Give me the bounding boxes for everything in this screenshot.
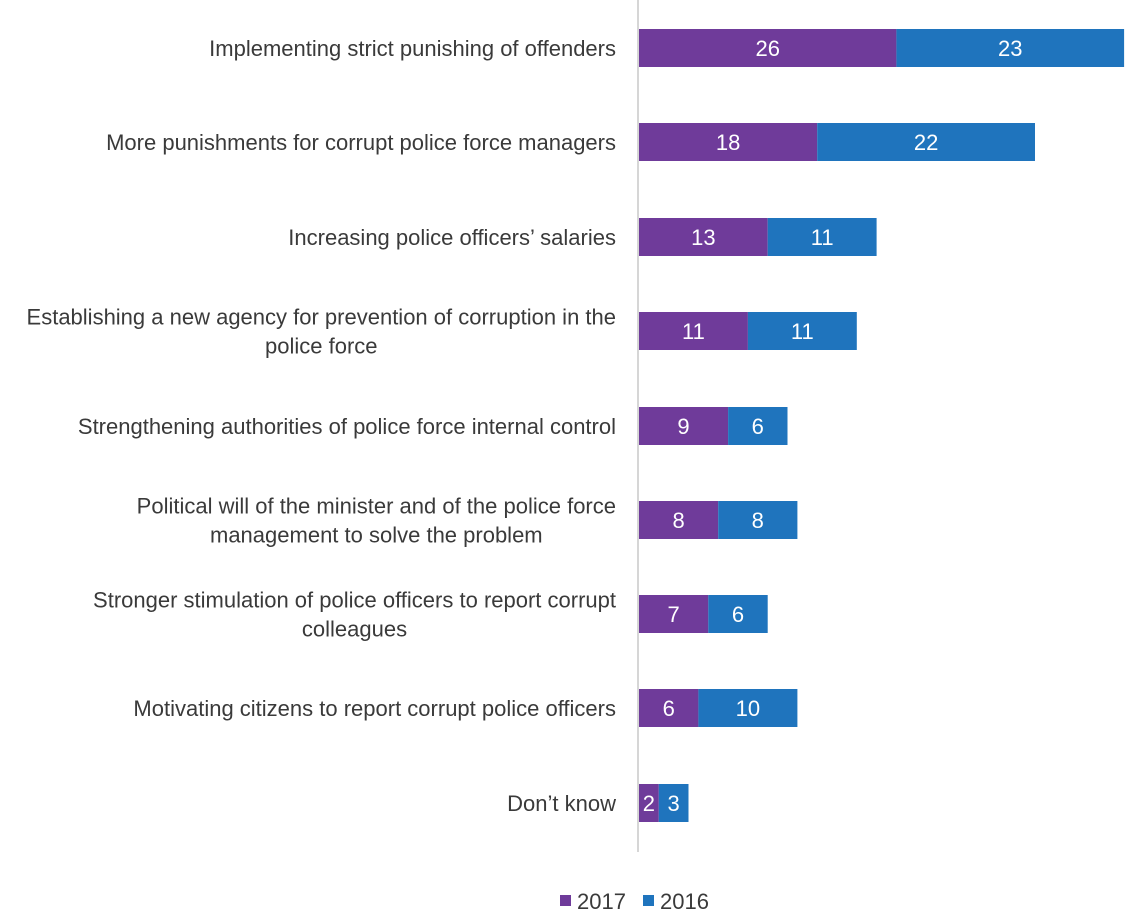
bar-segment-2017 bbox=[639, 501, 719, 539]
category-label: Political will of the minister and of th… bbox=[137, 494, 616, 548]
bar-segment-2016 bbox=[718, 501, 798, 539]
legend: 2017 2016 bbox=[560, 889, 709, 912]
bar-segment-2016 bbox=[747, 312, 857, 350]
bar-segment-2017 bbox=[639, 595, 709, 633]
bar-value-label: 22 bbox=[914, 130, 938, 155]
category-label: Increasing police officers’ salaries bbox=[288, 225, 616, 250]
bar-value-label: 8 bbox=[672, 508, 684, 533]
bar-segment-2017 bbox=[639, 312, 748, 350]
legend-label-2017: 2017 bbox=[577, 889, 626, 912]
bar-value-label: 11 bbox=[791, 319, 814, 344]
category-label: Implementing strict punishing of offende… bbox=[209, 36, 616, 61]
bar-value-label: 3 bbox=[668, 791, 680, 816]
bar-segment-2017 bbox=[639, 784, 659, 822]
category-label-line: colleagues bbox=[302, 617, 407, 642]
bar-value-label: 18 bbox=[716, 130, 740, 155]
bar-segment-2016 bbox=[896, 29, 1125, 67]
bar-value-label: 10 bbox=[736, 696, 760, 721]
legend-swatch-2016 bbox=[643, 895, 654, 906]
bar-segment-2017 bbox=[639, 407, 729, 445]
category-label: Establishing a new agency for prevention… bbox=[27, 305, 616, 359]
category-label: Strengthening authorities of police forc… bbox=[78, 414, 616, 439]
bar-segment-2016 bbox=[708, 595, 768, 633]
bar-segment-2017 bbox=[639, 29, 897, 67]
bar-segment-2017 bbox=[639, 218, 768, 256]
category-label: More punishments for corrupt police forc… bbox=[106, 130, 616, 155]
bar-value-label: 11 bbox=[811, 225, 834, 250]
bar-value-label: 8 bbox=[752, 508, 764, 533]
category-label-line: Stronger stimulation of police officers … bbox=[93, 588, 616, 613]
category-label: Stronger stimulation of police officers … bbox=[93, 588, 616, 642]
bar-value-label: 2 bbox=[643, 791, 655, 816]
category-label: Don’t know bbox=[507, 791, 616, 816]
category-label-line: Political will of the minister and of th… bbox=[137, 494, 616, 519]
category-label-line: management to solve the problem bbox=[210, 523, 543, 548]
bar-segment-2016 bbox=[698, 689, 798, 727]
legend-swatch-2017 bbox=[560, 895, 571, 906]
bar-value-label: 6 bbox=[732, 602, 744, 627]
bar-value-label: 6 bbox=[663, 696, 675, 721]
bar-value-label: 6 bbox=[752, 414, 764, 439]
bar-segments: 26 23 18 22 13 11 11 11 9 6 8 8 7 6 6 10 2 3 bbox=[639, 29, 1125, 822]
category-labels: Implementing strict punishing of offende… bbox=[27, 36, 617, 816]
bar-value-label: 11 bbox=[682, 319, 705, 344]
bar-segment-2016 bbox=[658, 784, 689, 822]
bar-value-label: 9 bbox=[677, 414, 689, 439]
legend-label-2016: 2016 bbox=[660, 889, 709, 912]
bar-value-label: 26 bbox=[755, 36, 779, 61]
category-label-line: police force bbox=[265, 334, 378, 359]
bar-value-label: 23 bbox=[998, 36, 1022, 61]
category-label: Motivating citizens to report corrupt po… bbox=[133, 696, 616, 721]
bar-segment-2016 bbox=[767, 218, 877, 256]
bar-segment-2016 bbox=[728, 407, 788, 445]
bar-segment-2016 bbox=[817, 123, 1035, 161]
bar-value-label: 13 bbox=[691, 225, 715, 250]
bar-segment-2017 bbox=[639, 123, 818, 161]
bar-value-label: 7 bbox=[668, 602, 680, 627]
bar-segment-2017 bbox=[639, 689, 699, 727]
category-label-line: Establishing a new agency for prevention… bbox=[27, 305, 616, 330]
